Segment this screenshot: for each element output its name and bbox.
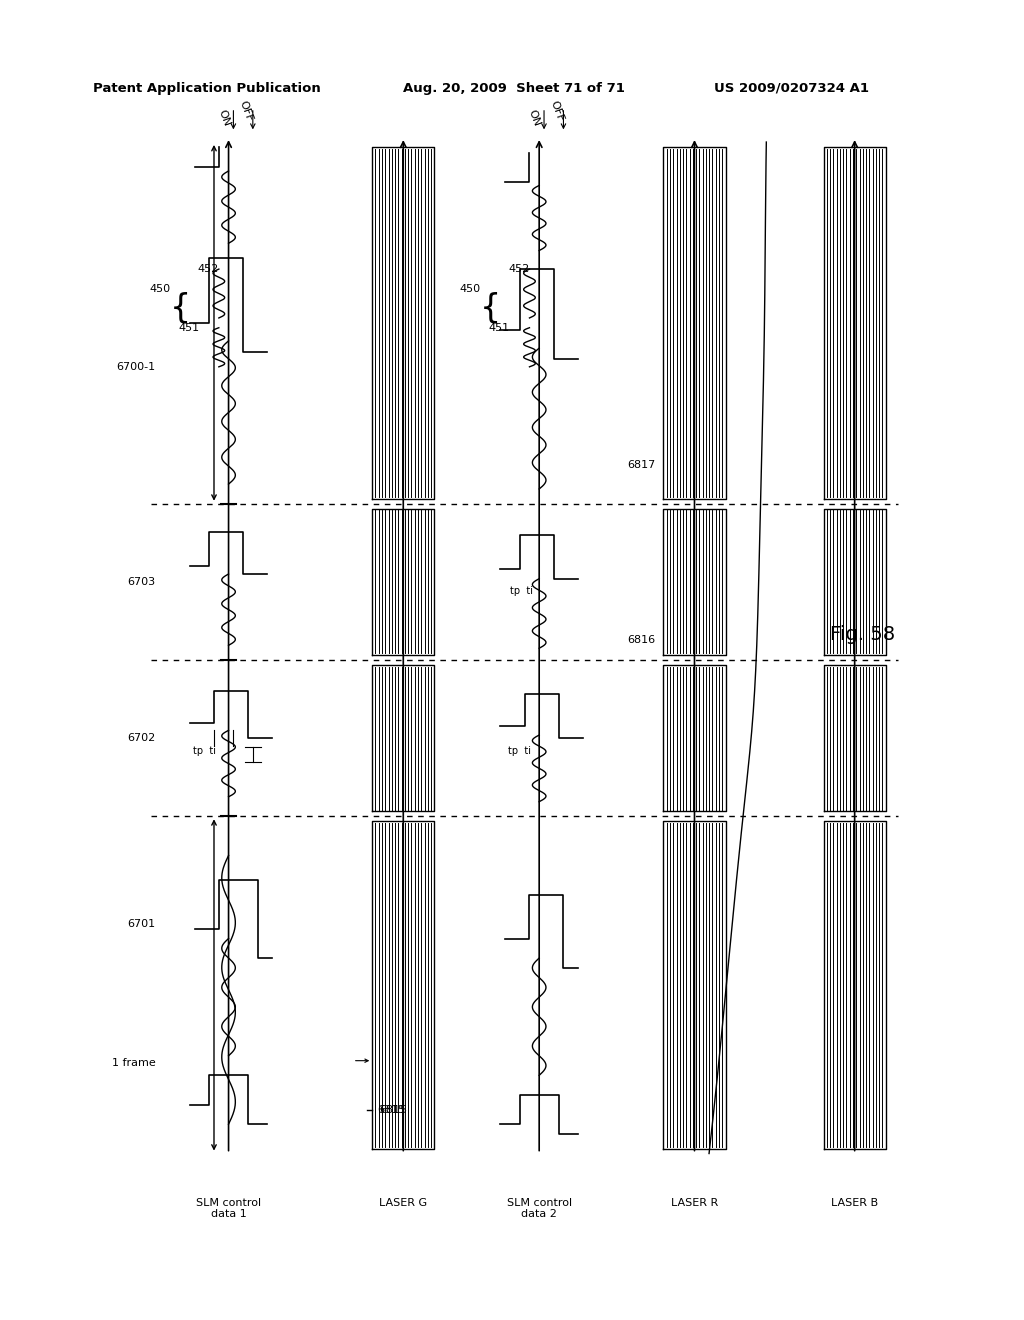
Text: tp  ti: tp ti [510, 586, 534, 597]
Text: Patent Application Publication: Patent Application Publication [92, 82, 321, 95]
Text: tp  ti: tp ti [193, 746, 216, 755]
Text: 451: 451 [178, 322, 200, 333]
Text: 6702: 6702 [128, 733, 156, 743]
Text: 452: 452 [508, 264, 529, 275]
Text: {: { [169, 292, 190, 325]
Text: 451: 451 [488, 322, 510, 333]
Text: 6703: 6703 [128, 577, 156, 587]
Text: 450: 450 [460, 284, 481, 293]
Text: 450: 450 [150, 284, 170, 293]
Text: LASER B: LASER B [831, 1197, 879, 1208]
Text: OFF: OFF [238, 99, 254, 123]
Text: 452: 452 [198, 264, 219, 275]
Text: ON: ON [216, 108, 231, 128]
Text: OFF: OFF [548, 99, 565, 123]
Text: LASER R: LASER R [671, 1197, 718, 1208]
Text: LASER G: LASER G [379, 1197, 427, 1208]
Text: 6700-1: 6700-1 [117, 362, 156, 372]
Text: 6815: 6815 [380, 1105, 408, 1114]
Text: SLM control
data 2: SLM control data 2 [507, 1197, 571, 1220]
Text: 6816: 6816 [628, 635, 655, 645]
Text: 1 frame: 1 frame [112, 1059, 156, 1068]
Text: Fig. 58: Fig. 58 [830, 624, 896, 644]
Text: ON: ON [526, 108, 542, 128]
Text: {: { [480, 292, 502, 325]
Text: 6817: 6817 [628, 459, 655, 470]
Text: Aug. 20, 2009  Sheet 71 of 71: Aug. 20, 2009 Sheet 71 of 71 [403, 82, 626, 95]
Text: 6815: 6815 [377, 1105, 406, 1114]
Text: tp  ti: tp ti [508, 746, 531, 755]
Text: 6701: 6701 [128, 919, 156, 929]
Text: SLM control
data 1: SLM control data 1 [196, 1197, 261, 1220]
Text: US 2009/0207324 A1: US 2009/0207324 A1 [714, 82, 869, 95]
